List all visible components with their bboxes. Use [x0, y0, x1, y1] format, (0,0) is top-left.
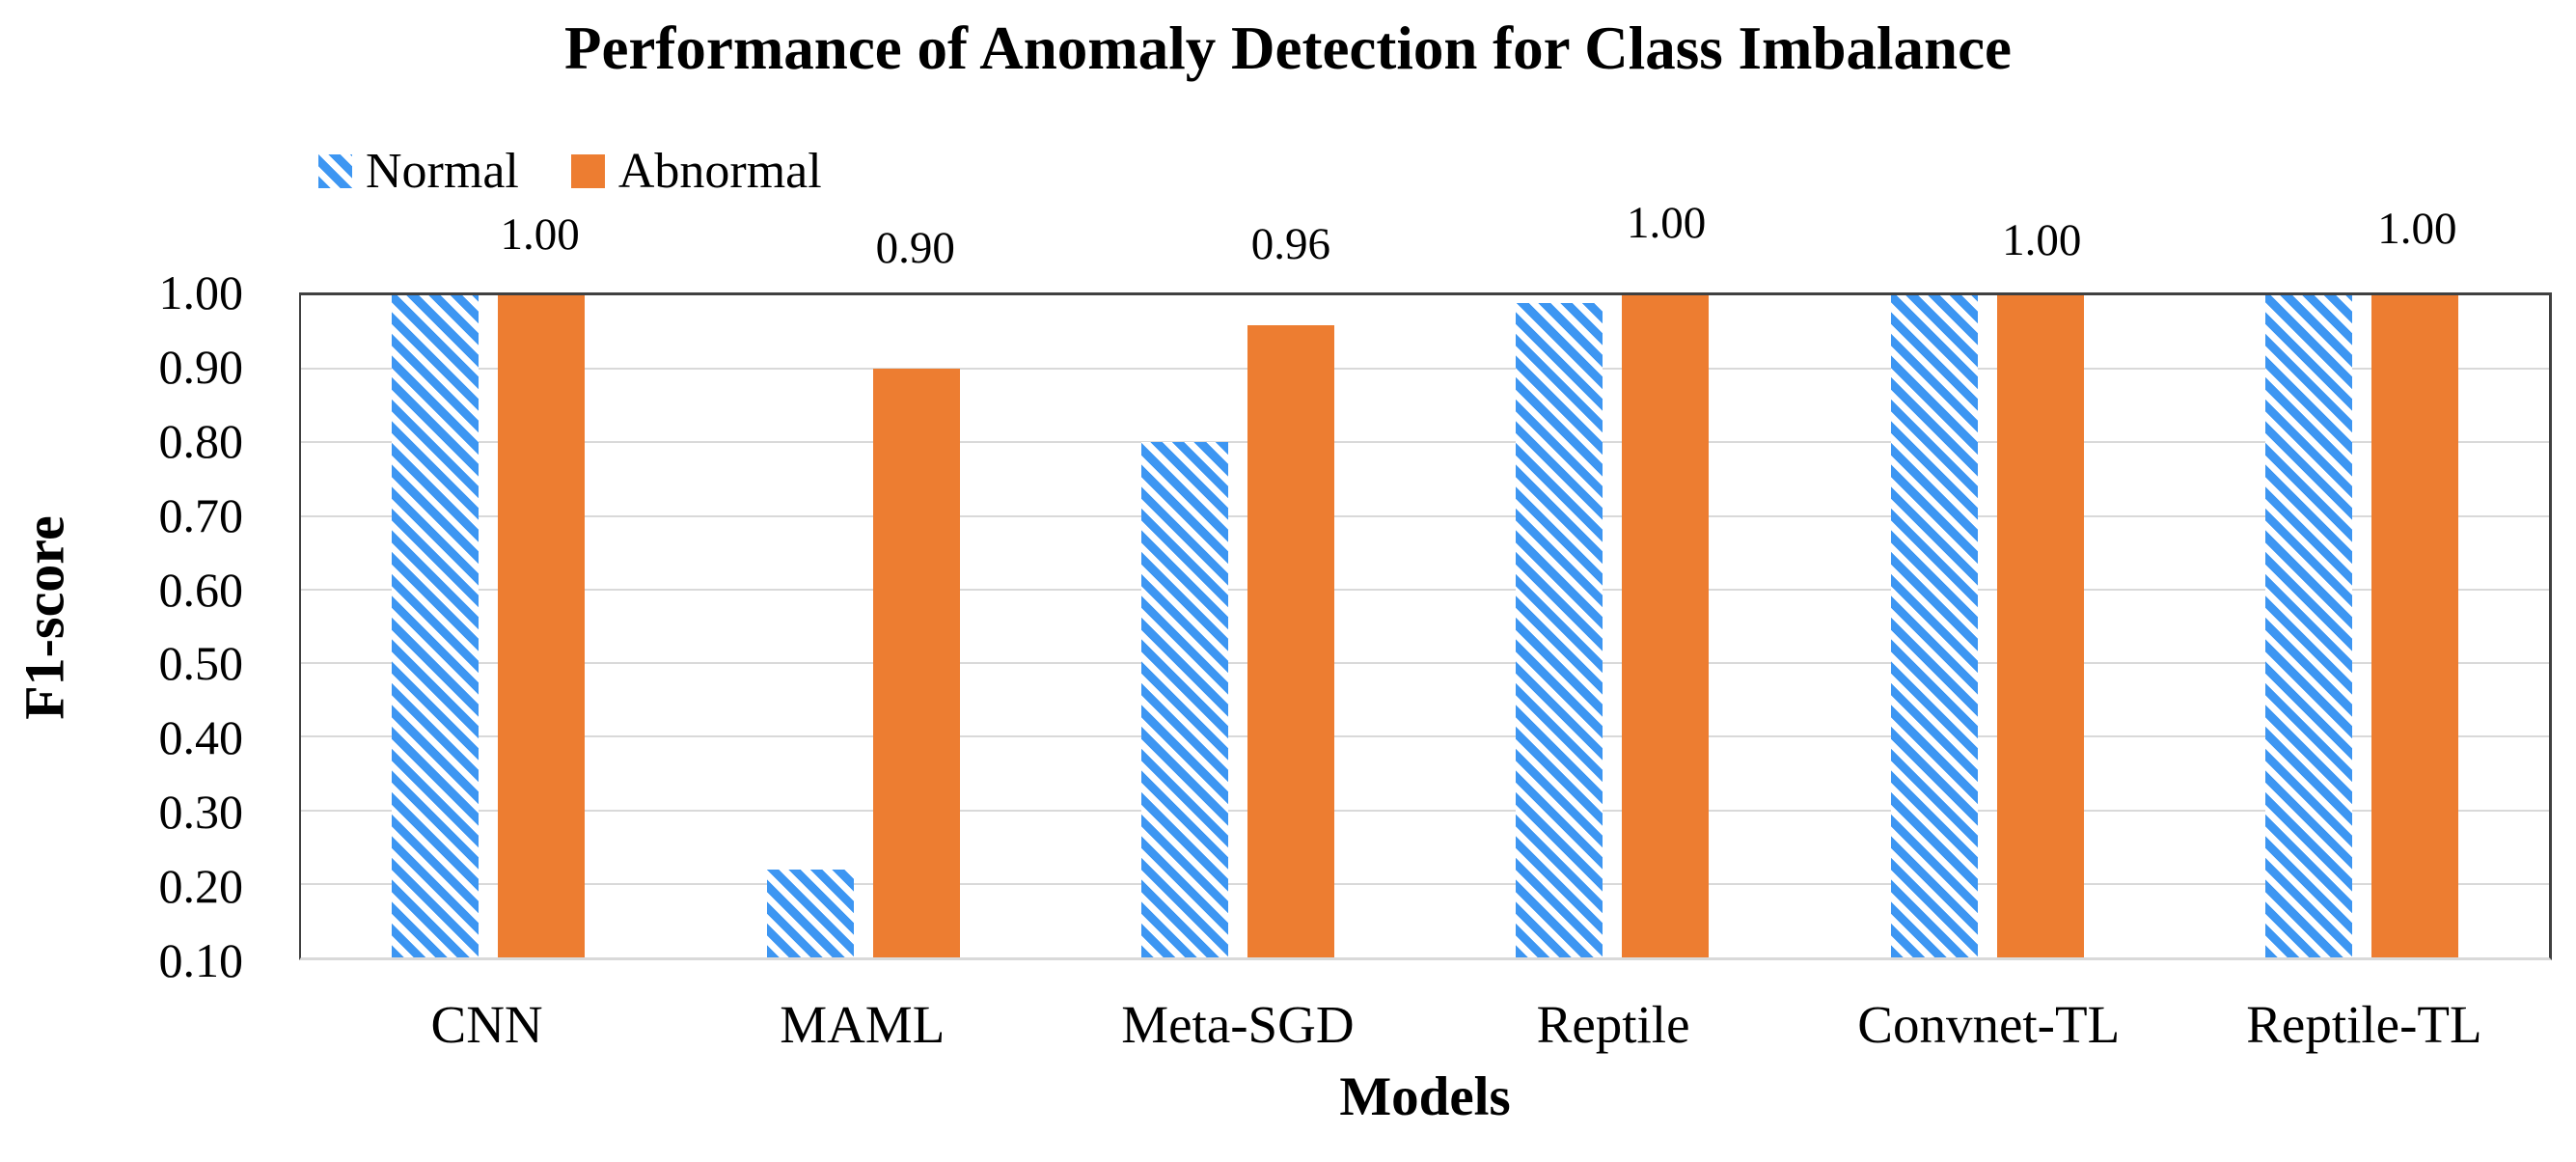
y-tick-label: 0.30 [158, 785, 244, 840]
gridline [301, 662, 2549, 665]
data-label: 0.96 [1250, 219, 1331, 269]
x-category-label: Reptile [1536, 995, 1690, 1054]
legend-label-normal: Normal [366, 144, 519, 199]
bar-abnormal-CNN [498, 295, 586, 957]
bar-normal-Convnet-TL [1890, 295, 1978, 957]
gridline [301, 588, 2549, 591]
y-tick-label: 0.10 [158, 933, 244, 987]
gridline [301, 735, 2549, 738]
y-tick-label: 1.00 [158, 265, 244, 319]
gridline [301, 809, 2549, 812]
bar-abnormal-Reptile-TL [2370, 295, 2458, 957]
bar-normal-Reptile-TL [2264, 295, 2352, 957]
plot-area [299, 292, 2552, 960]
abnormal-solid-swatch-icon [570, 154, 605, 188]
data-label: 1.00 [500, 209, 580, 260]
bar-abnormal-Meta-SGD [1247, 324, 1334, 957]
y-axis-title: F1-score [13, 515, 76, 720]
y-tick-label: 0.90 [158, 339, 244, 394]
y-tick-label: 0.70 [158, 487, 244, 542]
data-label: 1.00 [2377, 204, 2457, 254]
gridline [301, 441, 2549, 444]
chart-title: Performance of Anomaly Detection for Cla… [563, 14, 2013, 82]
legend-label-abnormal: Abnormal [617, 144, 822, 199]
y-tick-label: 0.80 [158, 413, 244, 468]
gridline [301, 514, 2549, 517]
gridline [301, 882, 2549, 885]
data-label: 1.00 [2002, 215, 2082, 265]
x-category-label: CNN [430, 995, 543, 1054]
normal-hatch-swatch-icon [318, 154, 352, 188]
bar-abnormal-Reptile [1622, 295, 1710, 957]
bar-normal-MAML [766, 869, 854, 957]
x-category-label: MAML [780, 995, 945, 1054]
bar-abnormal-MAML [872, 369, 960, 957]
x-category-label: Reptile-TL [2246, 995, 2482, 1054]
data-label: 1.00 [1626, 198, 1707, 248]
legend-entry-abnormal: Abnormal [570, 143, 822, 200]
y-tick-label: 0.50 [158, 636, 244, 691]
y-tick-label: 0.20 [158, 859, 244, 914]
x-category-label: Convnet-TL [1857, 995, 2121, 1054]
y-tick-label: 0.40 [158, 710, 244, 765]
y-tick-label: 0.60 [158, 562, 244, 617]
bar-normal-Reptile [1516, 302, 1603, 957]
data-label: 0.90 [875, 223, 955, 273]
bar-normal-Meta-SGD [1140, 442, 1228, 957]
gridline [301, 368, 2549, 371]
bar-normal-CNN [392, 295, 480, 957]
legend-entry-normal: Normal [318, 143, 519, 200]
x-axis-title: Models [1339, 1066, 1511, 1127]
bar-abnormal-Convnet-TL [1996, 295, 2084, 957]
legend: Normal Abnormal [318, 143, 822, 200]
x-category-label: Meta-SGD [1121, 995, 1355, 1054]
